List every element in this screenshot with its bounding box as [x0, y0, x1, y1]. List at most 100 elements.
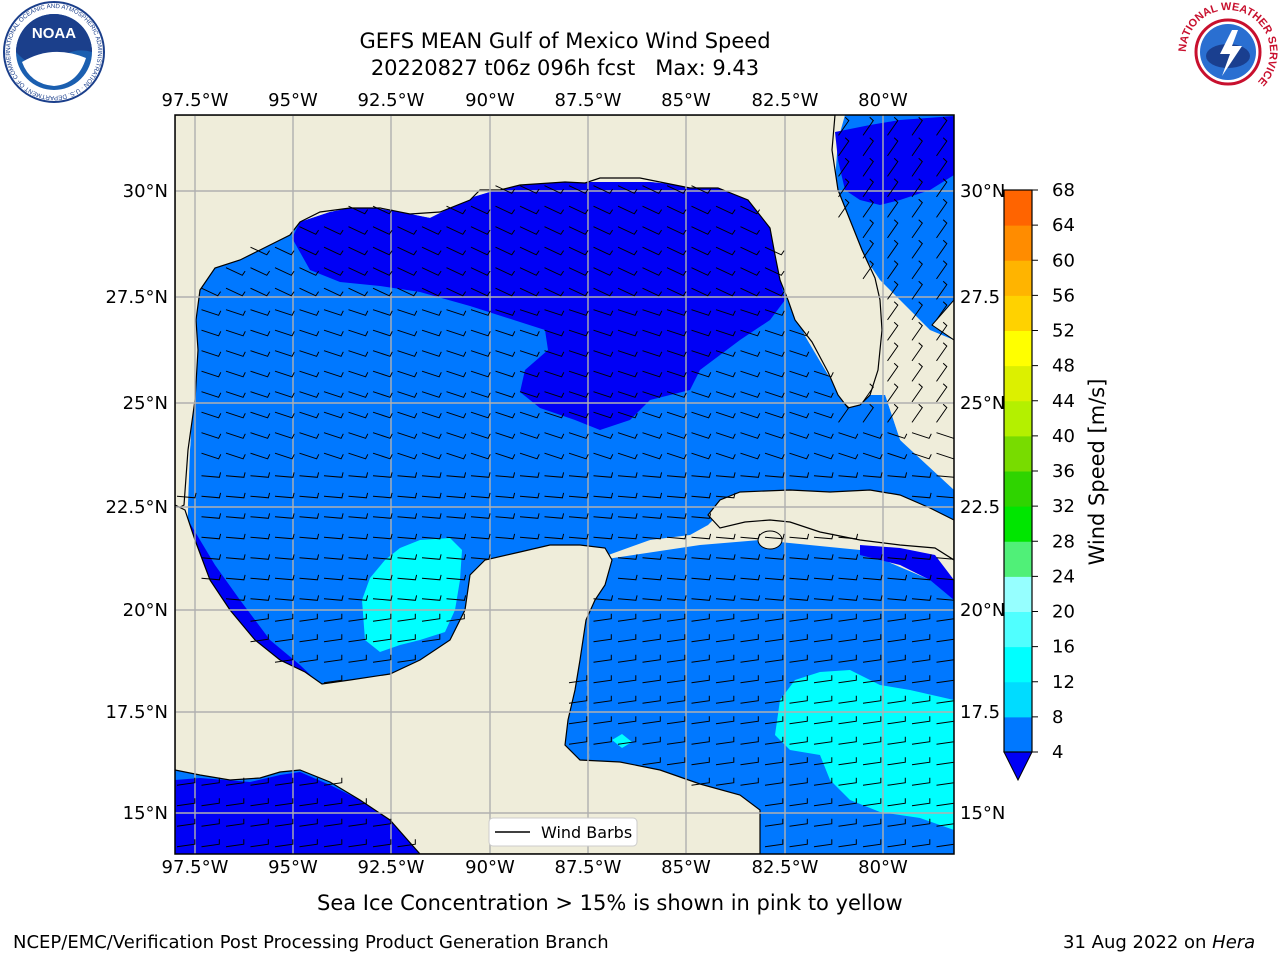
wind-barb [544, 411, 565, 419]
wind-barb [348, 654, 367, 663]
wind-barb [813, 595, 834, 601]
wind-barb [593, 411, 614, 419]
wind-barb [936, 695, 954, 704]
wind-barb [691, 613, 710, 622]
wind-barb [666, 185, 687, 194]
wind-barb [862, 116, 874, 136]
wind-barb [593, 613, 612, 622]
wind-barb [201, 452, 222, 460]
wind-barb [936, 736, 954, 745]
wind-barb [274, 798, 294, 807]
wind-barb [201, 777, 220, 786]
wind-barb [911, 432, 932, 439]
colorbar-swatch [1004, 190, 1032, 226]
wind-barb [225, 411, 246, 419]
lat-label-left: 17.5°N [105, 702, 168, 723]
wind-barb [397, 350, 418, 357]
wind-barb [887, 574, 908, 581]
wind-barb [544, 287, 565, 297]
wind-barb [666, 492, 687, 499]
legend-box: Wind Barbs [488, 817, 638, 847]
wind-barb [568, 391, 589, 398]
wind-barb [740, 267, 761, 276]
wind-barb [593, 634, 612, 643]
wind-barb [764, 716, 784, 725]
wind-barb [715, 432, 736, 439]
wind-barb [740, 777, 759, 786]
wind-barb [887, 178, 899, 198]
wind-barb [642, 595, 663, 601]
wind-barb [250, 432, 271, 439]
wind-barb [715, 654, 735, 663]
colorbar-tick-label: 16 [1052, 637, 1075, 658]
wind-barb [911, 736, 931, 745]
caribbean-wind-8-12-region [775, 670, 954, 830]
wind-barb [348, 205, 369, 215]
wind-barb [372, 287, 393, 297]
wind-barb [887, 736, 906, 745]
wind-barb [470, 329, 491, 337]
wind-barb [593, 205, 614, 215]
wind-barb [421, 554, 442, 560]
wind-barb [250, 574, 271, 581]
wind-barb [348, 350, 369, 357]
wind-barb [397, 554, 418, 560]
wind-barb [348, 472, 369, 478]
legend-label: Wind Barbs [541, 823, 632, 842]
wind-barb [323, 492, 344, 499]
wind-barb [348, 634, 367, 643]
wind-barb [911, 137, 923, 157]
wind-barb [225, 798, 245, 807]
colorbar-tick-label: 48 [1052, 356, 1075, 377]
wind-barb [274, 533, 295, 540]
wind-barb [299, 226, 320, 235]
wind-barb [936, 577, 954, 581]
wind-barb [495, 350, 516, 357]
wind-barb [495, 472, 516, 478]
wind-barb [348, 287, 369, 297]
wind-barb [838, 798, 857, 807]
wind-barb [617, 329, 638, 337]
wind-barb [715, 452, 736, 460]
wind-barb [250, 554, 271, 560]
wind-barb [593, 267, 614, 276]
wind-barb [274, 513, 295, 519]
wind-barb [299, 574, 320, 581]
wind-barb [348, 798, 367, 807]
wind-barb [887, 839, 906, 848]
wind-barb [887, 798, 906, 807]
wind-barb [887, 613, 906, 622]
wind-barb [544, 492, 565, 499]
wind-barb [421, 246, 442, 256]
wind-barb [519, 391, 540, 398]
wind-barb [789, 695, 808, 704]
wind-barb [838, 403, 850, 423]
lat-label-left: 25°N [123, 393, 168, 414]
wind-barb [642, 695, 661, 704]
wind-barb [225, 452, 246, 460]
wind-barb [764, 798, 784, 807]
colorbar-tick-label: 8 [1052, 707, 1063, 728]
wind-barb [789, 613, 808, 622]
lat-label-right: 20°N [960, 600, 1005, 621]
wind-barb [764, 839, 784, 848]
wind-barb [274, 287, 295, 297]
lon-label-top: 87.5°W [555, 90, 622, 111]
wind-barb [421, 370, 442, 378]
wind-barbs [176, 116, 954, 848]
wind-barb [715, 226, 736, 235]
lon-label-top: 92.5°W [358, 90, 425, 111]
wind-barb [911, 595, 932, 601]
wind-barb [568, 432, 589, 439]
wind-barb [446, 574, 467, 581]
wind-barb [838, 818, 857, 827]
wind-barb [397, 432, 418, 439]
wind-barb [495, 370, 516, 378]
wind-barb [495, 185, 516, 194]
colorbar-swatch [1004, 611, 1032, 648]
wind-barb [911, 472, 932, 478]
wind-barb [642, 287, 663, 297]
lon-label-bottom: 97.5°W [162, 857, 229, 878]
wind-barb [936, 403, 948, 423]
